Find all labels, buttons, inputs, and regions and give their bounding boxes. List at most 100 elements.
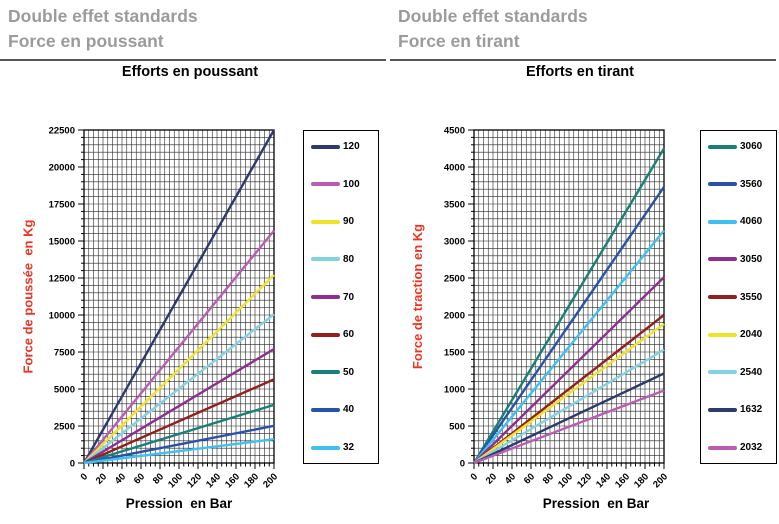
legend-line-swatch — [708, 182, 737, 187]
legend-label: 70 — [343, 291, 355, 303]
header-line1: Double effet standards — [398, 6, 588, 26]
series-line-2040 — [473, 322, 665, 464]
series-line-60 — [83, 378, 275, 465]
y-tick-label: 2000 — [444, 310, 465, 321]
y-tick-label: 4500 — [444, 125, 465, 136]
panel-header: Double effet standards Force en poussant — [0, 2, 386, 61]
y-tick-labels: 0 500 1000 1500 2000 2500 3000 3500 4000 4500 — [444, 125, 465, 469]
legend-line-swatch — [708, 295, 737, 299]
y-tick-label: 10000 — [49, 310, 75, 321]
y-tick-label: 7500 — [54, 347, 75, 358]
x-tick-label: 160 — [223, 471, 242, 490]
legend-label: 3560 — [740, 178, 763, 190]
series-line-2540 — [473, 348, 665, 465]
series-line-80 — [83, 313, 275, 464]
x-tick-labels: 0 20 40 60 80 100 120 140 160 180 200 — [79, 471, 281, 490]
chart-title: Efforts en poussant — [121, 64, 259, 80]
y-tick-label: 20000 — [49, 162, 75, 173]
grid — [473, 129, 665, 464]
series-line-120 — [82, 129, 276, 464]
y-tick-label: 17500 — [49, 199, 75, 210]
legend-item-2032: 2032 — [701, 442, 776, 453]
panel-poussant: Double effet standards Force en poussant… — [0, 0, 389, 524]
legend-label: 3050 — [740, 253, 763, 265]
legend-label: 1632 — [740, 404, 763, 416]
legend-line-swatch — [708, 370, 737, 375]
legend-item-1632: 1632 — [701, 404, 776, 415]
y-tick-label: 22500 — [49, 125, 75, 136]
legend-item-3050: 3050 — [701, 254, 776, 265]
legend-line-swatch — [311, 370, 340, 375]
legend-line-swatch — [708, 257, 737, 262]
series-line-40 — [83, 424, 275, 465]
legend-line-swatch — [311, 182, 340, 187]
x-tick-label: 140 — [594, 471, 613, 490]
legend-label: 80 — [343, 253, 355, 265]
legend-label: 120 — [343, 141, 360, 152]
plot-frame — [83, 129, 275, 464]
axis-ticks — [468, 129, 665, 469]
x-tick-label: 120 — [185, 471, 204, 490]
y-tick-label: 12500 — [49, 273, 75, 284]
legend: 120 100 90 80 70 60 50 40 32 — [303, 130, 379, 464]
y-tick-label: 1500 — [444, 347, 465, 358]
y-tick-label: 500 — [449, 421, 465, 432]
series-line-3060 — [472, 147, 666, 464]
legend-label: 2540 — [740, 366, 763, 378]
legend-item-2040: 2040 — [701, 329, 776, 340]
x-tick-label: 140 — [204, 471, 223, 490]
header-line1: Double effet standards — [8, 6, 198, 26]
legend-label: 2040 — [740, 329, 763, 341]
series-line-50 — [83, 403, 275, 465]
chart-title: Efforts en tirant — [526, 64, 634, 80]
x-axis-title: Pression en Bar — [542, 496, 650, 511]
legend-label: 2032 — [740, 442, 763, 453]
series-line-3560 — [473, 186, 665, 464]
legend-line-swatch — [708, 407, 737, 412]
legend-line-swatch — [708, 144, 737, 149]
x-tick-label: 20 — [484, 471, 499, 486]
legend-line-swatch — [311, 257, 340, 262]
y-tick-label: 3000 — [444, 236, 465, 247]
legend-line-swatch — [311, 144, 340, 149]
x-tick-labels: 0 20 40 60 80 100 120 140 160 180 200 — [469, 471, 671, 490]
legend-line-swatch — [708, 219, 737, 224]
legend-line-swatch — [311, 445, 340, 450]
series-lines — [472, 147, 666, 465]
legend-label: 3060 — [740, 141, 763, 152]
x-tick-label: 0 — [469, 471, 481, 483]
y-tick-label: 2500 — [54, 421, 75, 432]
x-tick-label: 180 — [242, 471, 261, 490]
legend-label: 60 — [343, 329, 355, 341]
x-tick-label: 180 — [632, 471, 651, 490]
x-tick-label: 0 — [79, 471, 91, 483]
legend-item-2540: 2540 — [701, 367, 776, 378]
legend-label: 4060 — [740, 216, 763, 228]
legend-line-swatch — [311, 295, 340, 299]
x-axis-title: Pression en Bar — [125, 496, 233, 511]
legend-item-60: 60 — [304, 329, 378, 340]
series-line-3050 — [473, 276, 665, 464]
y-tick-label: 1000 — [444, 384, 465, 395]
y-tick-label: 15000 — [49, 236, 75, 247]
legend-item-3560: 3560 — [701, 179, 776, 190]
legend-item-40: 40 — [304, 404, 378, 415]
x-tick-label: 200 — [651, 471, 670, 490]
legend-line-swatch — [708, 332, 737, 337]
x-tick-label: 100 — [556, 471, 575, 490]
legend-item-4060: 4060 — [701, 216, 776, 227]
legend-item-70: 70 — [304, 292, 378, 303]
x-tick-label: 40 — [113, 471, 128, 486]
legend-item-3060: 3060 — [701, 141, 776, 152]
series-line-70 — [83, 348, 275, 465]
series-line-32 — [83, 437, 275, 465]
x-tick-label: 200 — [261, 471, 280, 490]
legend-label: 90 — [343, 216, 355, 228]
legend-item-80: 80 — [304, 254, 378, 265]
legend-line-swatch — [708, 445, 737, 450]
x-tick-label: 20 — [94, 471, 109, 486]
x-tick-label: 80 — [541, 471, 556, 486]
legend-label: 50 — [343, 366, 355, 378]
legend-label: 32 — [343, 442, 355, 453]
x-tick-label: 120 — [575, 471, 594, 490]
